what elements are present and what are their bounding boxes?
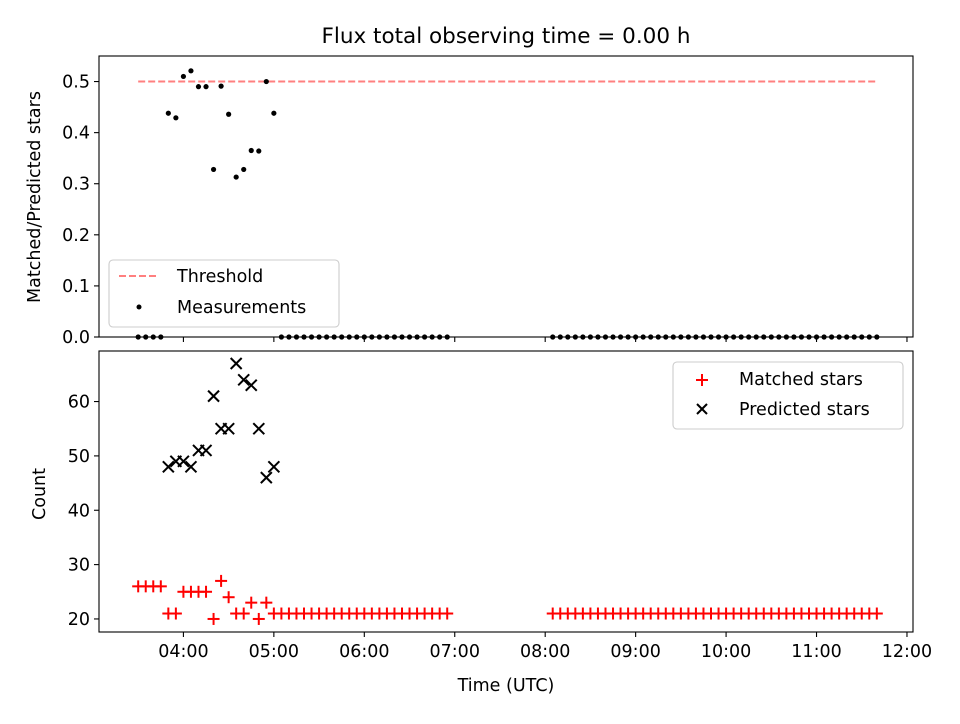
- y-tick-label: 0.3: [62, 175, 90, 195]
- legend-predicted-label: Predicted stars: [739, 400, 870, 420]
- matched-stars-point: [237, 607, 250, 620]
- y-tick-label: 20: [68, 610, 90, 630]
- matched-stars-point: [169, 607, 182, 620]
- predicted-stars-point: [207, 389, 220, 403]
- measurement-point: [218, 83, 224, 89]
- measurement-point: [210, 166, 217, 173]
- x-tick-label: 11:00: [791, 642, 841, 662]
- matched-stars-point: [252, 612, 265, 625]
- predicted-stars-point: [267, 460, 281, 473]
- x-tick-label: 04:00: [158, 642, 208, 662]
- predicted-stars-point: [199, 444, 213, 457]
- y-tick-label: 0.4: [62, 124, 90, 144]
- measurement-point: [271, 110, 277, 116]
- bottom-legend: Matched stars Predicted stars: [672, 361, 904, 430]
- y-tick-label: 50: [68, 447, 90, 467]
- measurement-point: [173, 115, 179, 121]
- top-legend: Threshold Measurements: [108, 259, 340, 328]
- matched-stars-point: [200, 585, 213, 598]
- legend-matched-label: Matched stars: [739, 370, 863, 390]
- matched-stars-point: [215, 574, 228, 587]
- matched-stars-point: [222, 591, 235, 604]
- measurement-point: [188, 68, 194, 74]
- predicted-stars-point: [162, 460, 175, 473]
- measurement-point: [263, 78, 269, 85]
- top-panel: Flux total observing time = 0.00 h Match…: [25, 24, 914, 348]
- measurement-point: [165, 110, 171, 116]
- measurement-point: [195, 84, 202, 90]
- top-axes: 0.0 0.1 0.2 0.3 0.4 0.5: [62, 73, 908, 348]
- matched-stars-point: [207, 612, 220, 625]
- measurement-point: [256, 148, 262, 154]
- predicted-stars-point: [252, 422, 265, 435]
- predicted-stars-point: [245, 379, 258, 392]
- y-tick-label: 40: [68, 501, 90, 521]
- matched-stars-point: [260, 596, 273, 609]
- predicted-stars-point: [237, 373, 250, 387]
- legend-threshold-label: Threshold: [176, 267, 263, 287]
- x-tick-label: 08:00: [520, 642, 570, 662]
- legend-matched-swatch: [696, 374, 708, 386]
- x-axis-label: Time (UTC): [457, 676, 555, 696]
- predicted-stars-point: [177, 455, 190, 468]
- measurement-point: [203, 84, 209, 90]
- y-tick-label: 0.5: [62, 73, 90, 93]
- x-tick-label: 07:00: [430, 642, 480, 662]
- predicted-stars-point: [184, 460, 198, 473]
- bottom-panel: Count Time (UTC) 04:00 05:00 06:00 07:00 08:…: [30, 350, 932, 696]
- predicted-stars-point: [222, 422, 235, 435]
- legend-measurements-swatch: [136, 304, 142, 310]
- x-tick-label: 10:00: [701, 642, 751, 662]
- top-legend-box: [108, 259, 340, 328]
- measurement-point: [241, 166, 247, 173]
- y-tick-label: 0.2: [62, 226, 90, 246]
- top-plot-frame: [98, 55, 914, 338]
- y-tick-label: 0.1: [62, 277, 90, 297]
- measurement-point: [226, 111, 232, 117]
- bottom-y-axis-label: Count: [30, 468, 50, 520]
- x-tick-label: 09:00: [610, 642, 660, 662]
- legend-predicted-swatch: [696, 403, 708, 415]
- y-tick-label: 30: [68, 556, 90, 576]
- bottom-axes: 04:00 05:00 06:00 07:00 08:00 09:00 10:00 11:00…: [68, 393, 932, 662]
- bottom-plot-marks: [132, 357, 883, 625]
- x-tick-label: 05:00: [249, 642, 299, 662]
- predicted-stars-point: [229, 357, 243, 370]
- bottom-plot-frame: [98, 350, 914, 633]
- matched-stars-point: [441, 607, 454, 620]
- matched-stars-point: [154, 580, 167, 593]
- matched-stars-point: [870, 607, 883, 620]
- y-tick-label: 0.0: [62, 328, 90, 348]
- matched-stars-point: [245, 596, 258, 609]
- bottom-legend-box: [672, 361, 904, 430]
- measurement-point: [180, 73, 187, 80]
- legend-measurements-label: Measurements: [177, 298, 306, 318]
- x-tick-label: 06:00: [339, 642, 389, 662]
- chart-title: Flux total observing time = 0.00 h: [322, 24, 691, 49]
- measurement-point: [233, 174, 239, 180]
- predicted-stars-point: [260, 471, 273, 484]
- x-tick-label: 12:00: [882, 642, 932, 662]
- top-y-axis-label: Matched/Predicted stars: [25, 91, 45, 303]
- y-tick-label: 60: [68, 393, 90, 413]
- measurement-point: [248, 147, 254, 154]
